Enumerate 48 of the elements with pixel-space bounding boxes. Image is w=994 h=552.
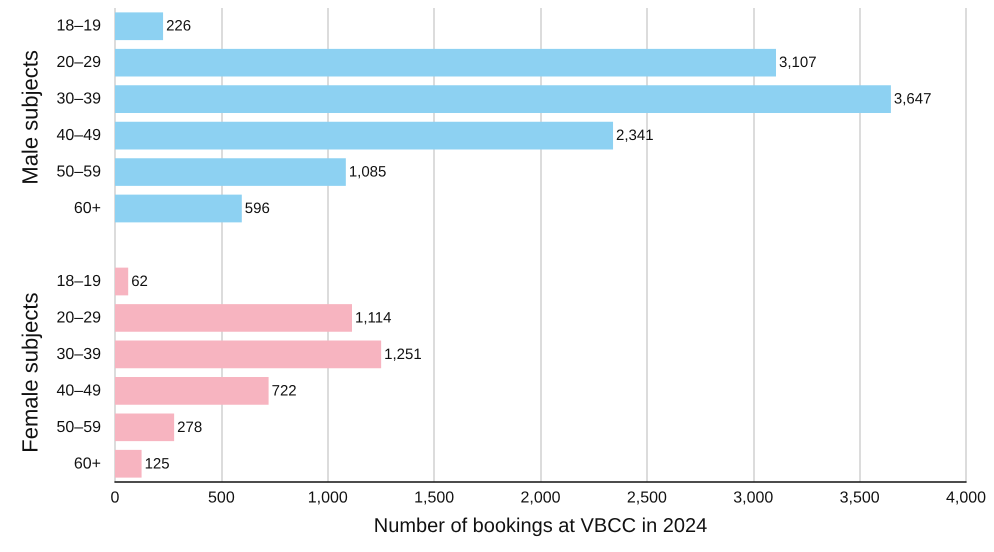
data-label: 1,085 xyxy=(348,164,386,181)
x-tick-label: 4,000 xyxy=(946,490,986,506)
data-label: 3,107 xyxy=(779,54,817,72)
bar xyxy=(115,12,164,40)
bar xyxy=(115,413,174,442)
data-label: 62 xyxy=(131,272,148,290)
data-label: 1,114 xyxy=(355,309,392,326)
bar xyxy=(115,268,128,296)
x-tick-label: 3,500 xyxy=(840,490,880,506)
y-tick-label: 60+ xyxy=(74,455,101,472)
x-tick-label: 2,500 xyxy=(626,490,667,506)
bar xyxy=(115,85,891,114)
x-tick-label: 2,000 xyxy=(520,490,561,506)
bar xyxy=(115,48,776,77)
y-tick-label: 30–39 xyxy=(56,90,102,108)
data-label: 596 xyxy=(244,200,270,218)
bar xyxy=(115,340,382,368)
text: Female subjects xyxy=(18,292,42,453)
text: Male subjects xyxy=(18,50,42,185)
bar xyxy=(115,158,346,186)
y-tick-label: 60+ xyxy=(74,200,101,218)
data-label: 2,341 xyxy=(616,127,654,144)
y-tick-label: 18–19 xyxy=(56,18,102,35)
y-tick-label: 40–49 xyxy=(56,382,102,400)
y-tick-label: 20–29 xyxy=(56,309,102,326)
bar xyxy=(115,304,352,332)
x-tick-label: 500 xyxy=(208,490,235,506)
bar xyxy=(115,122,614,150)
x-tick-label: 1,000 xyxy=(308,490,348,506)
data-label: 125 xyxy=(144,455,170,472)
y-tick-label: 20–29 xyxy=(56,54,102,72)
data-label: 1,251 xyxy=(384,346,422,363)
y-tick-label: 40–49 xyxy=(56,127,102,144)
data-label: 722 xyxy=(272,382,297,400)
y-tick-label: 50–59 xyxy=(56,418,102,436)
y-tick-label: 50–59 xyxy=(56,164,102,181)
x-tick-label: 1,500 xyxy=(414,490,454,506)
data-label: 226 xyxy=(166,18,192,35)
y-tick-label: 18–19 xyxy=(56,272,102,290)
data-label: 278 xyxy=(177,418,202,436)
y-tick-label: 30–39 xyxy=(56,346,102,363)
x-axis-title: Number of bookings at VBCC in 2024 xyxy=(374,515,708,537)
x-tick-label: 3,000 xyxy=(733,490,774,506)
bar xyxy=(115,194,242,222)
x-tick-label: 0 xyxy=(110,490,120,506)
data-label: 3,647 xyxy=(894,90,932,108)
bar xyxy=(115,450,142,478)
bar xyxy=(115,376,269,405)
